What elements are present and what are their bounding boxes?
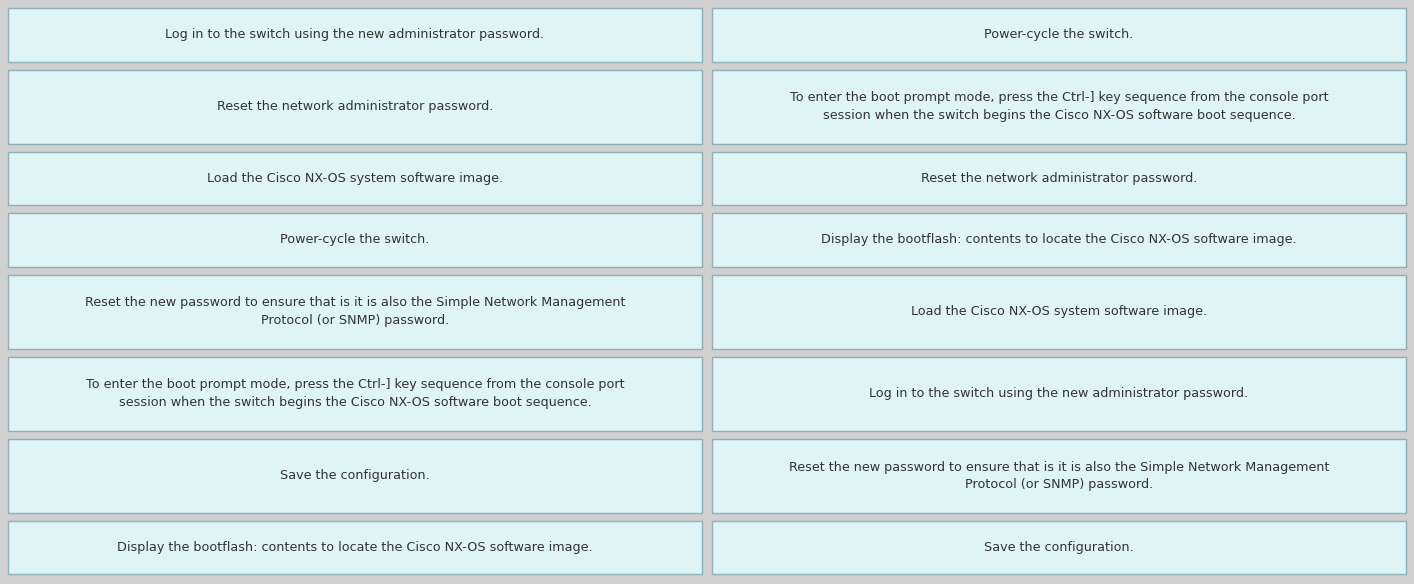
Bar — [713, 357, 1406, 431]
Text: Log in to the switch using the new administrator password.: Log in to the switch using the new admin… — [165, 28, 544, 41]
Bar — [8, 69, 701, 144]
Text: Reset the new password to ensure that is it is also the Simple Network Managemen: Reset the new password to ensure that is… — [85, 297, 625, 327]
Bar — [8, 521, 701, 575]
Bar — [713, 213, 1406, 267]
Text: Reset the network administrator password.: Reset the network administrator password… — [216, 100, 493, 113]
Text: Reset the new password to ensure that is it is also the Simple Network Managemen: Reset the new password to ensure that is… — [789, 461, 1329, 491]
Text: Save the configuration.: Save the configuration. — [984, 541, 1134, 554]
Text: Power-cycle the switch.: Power-cycle the switch. — [280, 234, 430, 246]
Text: Load the Cisco NX-OS system software image.: Load the Cisco NX-OS system software ima… — [206, 172, 503, 185]
Bar — [713, 8, 1406, 61]
Text: Reset the network administrator password.: Reset the network administrator password… — [921, 172, 1198, 185]
Bar — [713, 69, 1406, 144]
Bar — [713, 521, 1406, 575]
Text: Power-cycle the switch.: Power-cycle the switch. — [984, 28, 1134, 41]
Text: To enter the boot prompt mode, press the Ctrl-] key sequence from the console po: To enter the boot prompt mode, press the… — [789, 91, 1328, 122]
Text: Log in to the switch using the new administrator password.: Log in to the switch using the new admin… — [870, 387, 1249, 400]
Bar — [8, 439, 701, 513]
Bar — [713, 439, 1406, 513]
Bar — [8, 213, 701, 267]
Text: Display the bootflash: contents to locate the Cisco NX-OS software image.: Display the bootflash: contents to locat… — [117, 541, 592, 554]
Bar — [8, 152, 701, 205]
Bar — [8, 357, 701, 431]
Text: Display the bootflash: contents to locate the Cisco NX-OS software image.: Display the bootflash: contents to locat… — [822, 234, 1297, 246]
Text: Load the Cisco NX-OS system software image.: Load the Cisco NX-OS system software ima… — [911, 305, 1208, 318]
Bar — [8, 8, 701, 61]
Bar — [713, 274, 1406, 349]
Text: Save the configuration.: Save the configuration. — [280, 470, 430, 482]
Bar — [8, 274, 701, 349]
Bar — [713, 152, 1406, 205]
Text: To enter the boot prompt mode, press the Ctrl-] key sequence from the console po: To enter the boot prompt mode, press the… — [86, 378, 625, 409]
